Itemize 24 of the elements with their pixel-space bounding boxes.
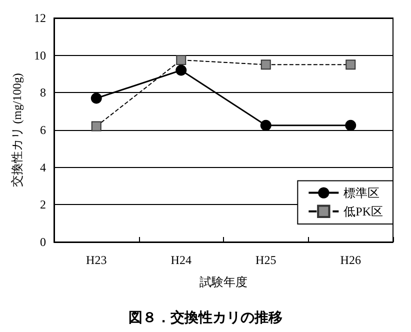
legend-label: 標準区 [344,186,380,200]
text: 図８．交換性カリの推移 [128,309,282,326]
x-tick-label: H25 [256,253,276,267]
point [346,60,356,70]
x-tick-label: H26 [340,253,361,267]
y-tick-label: 4 [40,160,46,174]
point [176,55,186,65]
y-tick-label: 12 [34,11,46,25]
legend-label: 低PK区 [344,204,384,218]
y-tick-label: 10 [34,48,46,62]
x-tick-label: H23 [86,253,107,267]
point [345,120,356,131]
point [260,60,271,70]
x-tick-label: H24 [170,253,192,267]
y-tick-label: 6 [40,123,46,137]
point [260,120,272,131]
y-tick-label: 0 [40,235,46,249]
point [91,121,102,132]
point [176,64,187,76]
point [90,92,102,104]
y-tick-label: 8 [40,86,46,100]
y-tick-label: 2 [40,198,46,212]
x-axis-title: 試験年度 [200,275,248,289]
y-axis-title: 交換性カリ (mg/100g) [10,73,24,187]
